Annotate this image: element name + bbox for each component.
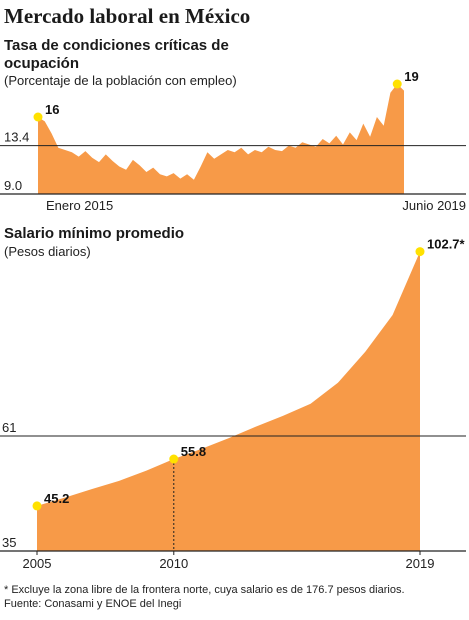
chart1-x-tick-label: Enero 2015 (46, 198, 113, 213)
chart2-y-tick-label: 61 (2, 420, 16, 435)
chart1-y-tick-label: 9.0 (4, 178, 22, 193)
chart1-data-label: 19 (404, 69, 418, 84)
chart1-highlight-point (392, 79, 402, 89)
chart1-data-label: 16 (45, 102, 59, 117)
footnote-note: * Excluye la zona libre de la frontera n… (4, 584, 405, 596)
chart2-y-tick-label: 35 (2, 535, 16, 550)
footnote: * Excluye la zona libre de la frontera n… (4, 583, 405, 611)
chart2-x-tick-label: 2019 (406, 556, 435, 571)
chart1-highlight-point (33, 112, 43, 122)
chart2-data-label: 55.8 (181, 444, 206, 459)
chart2-data-label: 102.7* (427, 237, 466, 252)
chart2-data-label: 45.2 (44, 491, 69, 506)
chart2-x-tick-label: 2010 (159, 556, 188, 571)
chart1-title: Tasa de condiciones críticas de ocupació… (4, 37, 229, 72)
chart2-area-series (37, 251, 420, 551)
chart2-highlight-point (169, 454, 179, 464)
chart2-highlight-point (415, 247, 425, 257)
chart1-area-series (38, 84, 404, 194)
chart1-y-tick-label: 13.4 (4, 130, 29, 145)
page-title: Mercado laboral en México (4, 4, 251, 28)
chart2-subtitle: (Pesos diarios) (4, 244, 91, 259)
chart1-x-tick-label: Junio 2019 (402, 198, 466, 213)
chart2-title: Salario mínimo promedio (4, 225, 185, 242)
chart1-subtitle: (Porcentaje de la población con empleo) (4, 73, 237, 88)
chart2-highlight-point (32, 501, 42, 511)
chart2-minimum-wage-area: 35 61 2005 2010 2019 45.2 55.8 102.7* (0, 237, 466, 571)
footnote-source: Fuente: Conasami y ENOE del Inegi (4, 598, 182, 610)
chart1-occupation-area: 9.0 13.4 Enero 2015 Junio 2019 16 19 (0, 69, 466, 213)
chart2-x-tick-label: 2005 (23, 556, 52, 571)
